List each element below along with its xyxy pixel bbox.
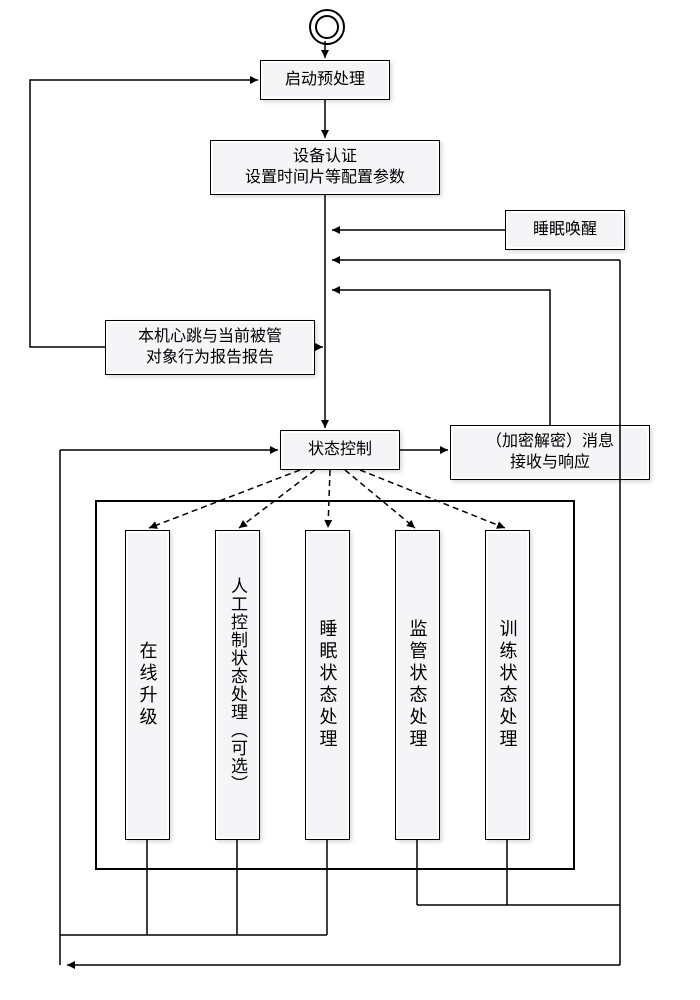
node-label: 睡眠唤醒 — [533, 220, 597, 241]
flowchart-canvas: 启动预处理 设备认证 设置时间片等配置参数 睡眠唤醒 本机心跳与当前被管 对象行… — [0, 0, 700, 1000]
node-state-control: 状态控制 — [280, 430, 400, 470]
node-sleep-wake: 睡眠唤醒 — [505, 210, 625, 250]
node-label: 监管状态处理 — [405, 619, 431, 751]
node-label: （加密解密）消息 接收与响应 — [486, 432, 614, 474]
node-label: 训练状态处理 — [495, 619, 521, 751]
vnode-sleep-state: 睡眠状态处理 — [305, 530, 350, 840]
node-label: 本机心跳与当前被管 对象行为报告报告 — [138, 327, 282, 369]
start-node-inner — [315, 15, 339, 39]
node-device-auth: 设备认证 设置时间片等配置参数 — [210, 140, 440, 195]
node-label: 在线升级 — [135, 641, 161, 729]
vnode-online-upgrade: 在线升级 — [125, 530, 170, 840]
node-label: 设备认证 设置时间片等配置参数 — [245, 147, 405, 189]
vnode-training-state: 训练状态处理 — [485, 530, 530, 840]
vnode-supervise-state: 监管状态处理 — [395, 530, 440, 840]
node-preprocess: 启动预处理 — [260, 60, 390, 100]
node-msg-recv-resp: （加密解密）消息 接收与响应 — [450, 425, 650, 480]
node-label: 启动预处理 — [285, 70, 365, 91]
node-label: 睡眠状态处理 — [315, 619, 341, 751]
node-heartbeat-report: 本机心跳与当前被管 对象行为报告报告 — [105, 320, 315, 375]
node-label: 人工控制状态处理（可选） — [225, 577, 250, 793]
node-label: 状态控制 — [308, 440, 372, 461]
vnode-manual-control: 人工控制状态处理（可选） — [215, 530, 260, 840]
